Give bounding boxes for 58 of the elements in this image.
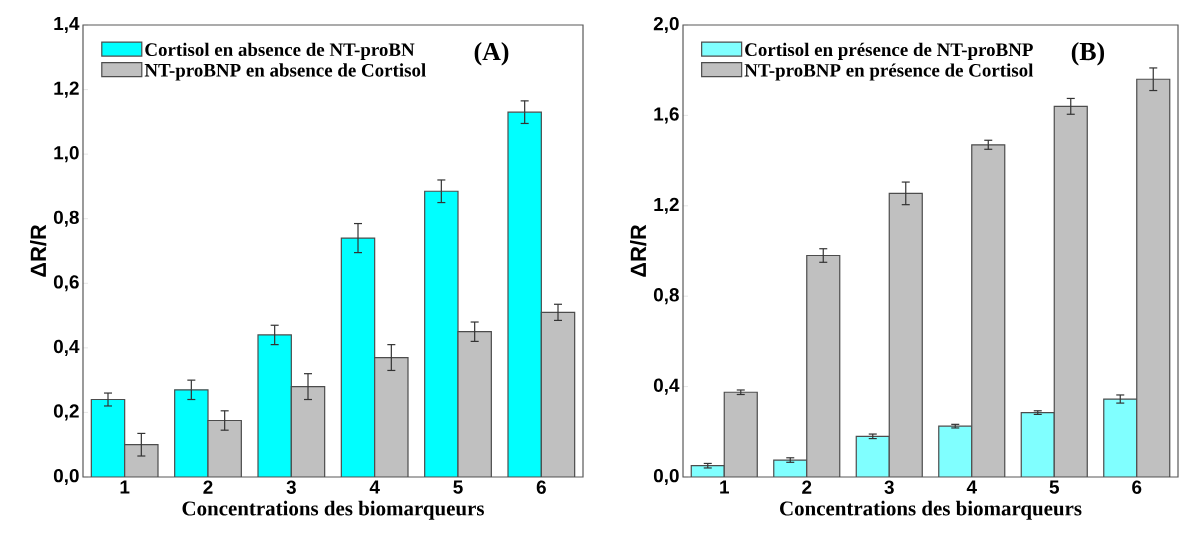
y-tick-label: 2,0: [653, 16, 679, 34]
y-tick-label: 1,2: [54, 81, 79, 98]
bar: [1054, 106, 1088, 477]
bar: [938, 426, 972, 477]
bar: [258, 334, 292, 477]
x-tick-label: 6: [1132, 480, 1142, 494]
bar: [424, 191, 458, 477]
x-axis-title: Concentrations des biomarqueurs: [182, 500, 484, 520]
y-tick-label: 0,0: [53, 468, 79, 486]
bar: [806, 255, 840, 477]
x-tick-label: 5: [453, 480, 463, 494]
x-tick-label: 2: [203, 480, 213, 494]
bar: [724, 392, 758, 477]
y-tick-label: 0,4: [53, 339, 80, 356]
bar: [458, 331, 492, 477]
y-tick-label: 0,8: [53, 210, 79, 227]
bar: [971, 144, 1005, 477]
annotation: (B): [1071, 42, 1105, 66]
bar: [856, 436, 890, 477]
bar: [208, 420, 242, 477]
bar: [889, 193, 923, 477]
annotation: (A): [474, 42, 509, 66]
x-tick-label: 1: [720, 480, 729, 494]
y-tick-label: 0,8: [653, 288, 679, 305]
y-axis-title: ΔR/R: [30, 224, 47, 277]
y-tick-label: 1,6: [654, 107, 679, 124]
bar: [91, 399, 125, 477]
bar: [1021, 412, 1055, 477]
legend-label: Cortisol en présence de NT-proBNP: [745, 42, 1033, 60]
y-tick-label: 0,0: [653, 468, 679, 486]
bar: [1103, 398, 1138, 477]
y-tick-label: 1,0: [54, 146, 79, 163]
bar: [291, 386, 325, 477]
y-tick-label: 0,4: [653, 378, 680, 395]
bar: [341, 238, 375, 477]
y-tick-label: 0,6: [53, 275, 79, 292]
x-axis-title: Concentrations des biomarqueurs: [780, 500, 1082, 520]
x-tick-label: 1: [120, 480, 130, 494]
x-tick-label: 4: [369, 480, 380, 494]
legend-label: NT-proBNP en présence de Cortisol: [744, 63, 1034, 81]
x-tick-label: 3: [286, 480, 296, 494]
legend-label: Cortisol en absence de NT-proBN: [145, 42, 415, 60]
y-tick-label: 1,4: [54, 17, 80, 33]
bar: [174, 389, 208, 477]
bar: [374, 357, 408, 477]
bar: [507, 111, 542, 477]
bar: [1136, 78, 1171, 477]
x-tick-label: 6: [536, 480, 546, 494]
x-tick-label: 4: [966, 480, 977, 494]
x-tick-label: 5: [1049, 480, 1059, 494]
legend-label: NT-proBNP en absence de Cortisol: [144, 63, 426, 81]
bar: [124, 444, 158, 477]
y-axis-title: ΔR/R: [630, 224, 647, 277]
x-tick-label: 3: [884, 480, 894, 494]
y-tick-label: 0,2: [53, 404, 79, 421]
bar: [540, 311, 576, 477]
y-tick-label: 1,2: [654, 197, 679, 214]
x-tick-label: 2: [802, 480, 812, 494]
